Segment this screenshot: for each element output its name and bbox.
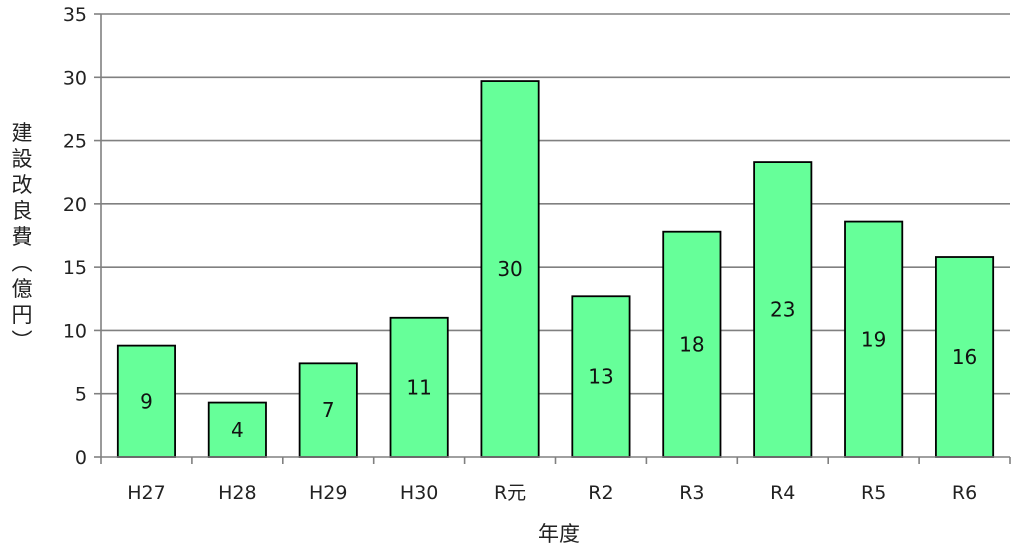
y-tick-label: 10: [63, 320, 87, 342]
data-labels: 9 4 7 11 30 13 18 23 19 16: [140, 257, 977, 442]
data-label: 11: [406, 375, 431, 399]
y-tick-labels: 0 5 10 15 20 25 30 35: [63, 4, 87, 469]
y-tick-label: 30: [63, 67, 87, 89]
bar: [571, 295, 631, 458]
y-axis-title-char: ︶: [12, 329, 33, 353]
x-axis-title: 年度: [538, 522, 580, 546]
y-axis-title-char: 建: [12, 121, 33, 145]
gridlines: [101, 13, 1010, 395]
x-tick-label: H27: [127, 482, 165, 504]
y-tick-label: 35: [63, 4, 87, 26]
bar: [935, 256, 995, 458]
x-tick-label: R元: [494, 482, 526, 504]
x-tick-label: R3: [679, 482, 704, 504]
data-label: 7: [322, 398, 335, 422]
y-axis-title-char: 費: [12, 225, 33, 249]
y-tick-label: 20: [63, 194, 87, 216]
data-label: 30: [497, 257, 522, 281]
bars: [116, 80, 995, 458]
y-axis-title-char: ︵: [12, 251, 33, 275]
data-label: 16: [952, 345, 977, 369]
y-axis-title-char: 改: [12, 173, 33, 197]
y-axis-title-char: 円: [12, 303, 33, 327]
data-label: 18: [679, 332, 704, 356]
data-label: 23: [770, 298, 795, 322]
x-tick-label: R5: [861, 482, 886, 504]
y-tick-label: 0: [75, 447, 87, 469]
x-tick-label: H29: [309, 482, 347, 504]
data-label: 13: [588, 365, 613, 389]
x-tick-label: H30: [400, 482, 438, 504]
bar: [207, 401, 267, 458]
bar: [662, 230, 722, 458]
y-axis-title-char: 億: [12, 277, 33, 301]
bar: [389, 316, 449, 458]
y-tick-label: 25: [63, 131, 87, 153]
data-label: 4: [231, 418, 244, 442]
axes: [94, 13, 1011, 464]
y-axis-title-char: 良: [12, 199, 33, 223]
x-tick-label: R2: [588, 482, 613, 504]
y-tick-label: 15: [63, 257, 87, 279]
x-tick-labels: H27 H28 H29 H30 R元 R2 R3 R4 R5 R6: [127, 482, 977, 504]
bar: [480, 80, 540, 458]
x-tick-label: H28: [218, 482, 256, 504]
x-tick-label: R6: [952, 482, 977, 504]
x-tick-label: R4: [770, 482, 795, 504]
y-tick-label: 5: [75, 384, 87, 406]
bar: [753, 161, 813, 458]
y-axis-title-char: 設: [12, 147, 33, 171]
bar: [298, 362, 358, 458]
data-label: 19: [861, 327, 886, 351]
data-label: 9: [140, 389, 153, 413]
